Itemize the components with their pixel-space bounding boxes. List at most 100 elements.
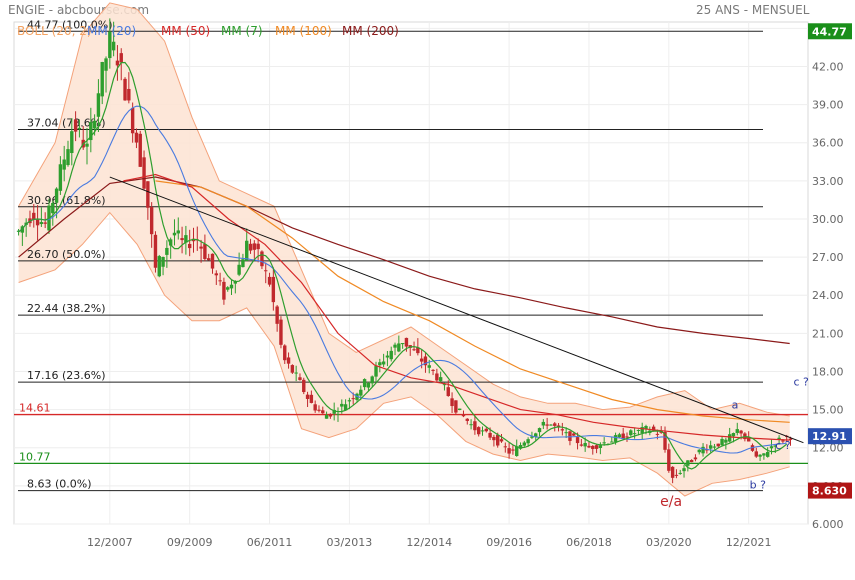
candle-down xyxy=(199,246,203,249)
candle-up xyxy=(727,434,732,442)
fibonacci-level-label: 17.16 (23.6%) xyxy=(27,369,106,382)
candle-up xyxy=(777,437,781,440)
candle-down xyxy=(203,244,207,259)
candle-down xyxy=(43,222,47,224)
candle-down xyxy=(351,398,355,400)
candle-up xyxy=(701,446,705,454)
candle-up xyxy=(359,389,363,396)
candle-down xyxy=(222,281,226,300)
y-tick-label: 24.00 xyxy=(812,289,844,302)
candle-down xyxy=(267,276,272,285)
candle-down xyxy=(556,425,561,427)
candle-up xyxy=(370,376,374,384)
candle-up xyxy=(583,442,587,447)
candle-up xyxy=(229,284,234,289)
candle-down xyxy=(275,306,279,324)
bollinger-lower-line xyxy=(18,211,790,497)
candle-up xyxy=(245,240,249,261)
candle-down xyxy=(313,404,317,411)
candle-down xyxy=(587,445,591,448)
candle-up xyxy=(720,438,724,446)
x-tick-label: 06/2018 xyxy=(566,536,612,549)
candle-up xyxy=(77,127,82,130)
candle-down xyxy=(507,448,511,454)
candle-down xyxy=(579,444,584,446)
candle-down xyxy=(667,449,671,471)
candle-up xyxy=(54,188,59,203)
fibonacci-level-label: 26.70 (50.0%) xyxy=(27,248,106,261)
candle-down xyxy=(146,181,150,208)
mm200-line xyxy=(18,176,790,345)
candle-down xyxy=(119,53,123,63)
mm100-line xyxy=(155,180,790,423)
candle-down xyxy=(625,436,629,438)
candle-up xyxy=(96,93,101,117)
candle-up xyxy=(735,429,739,433)
mm20-line xyxy=(18,105,787,454)
candle-up xyxy=(92,120,97,129)
candle-down xyxy=(283,345,287,361)
candle-down xyxy=(214,273,219,276)
candle-down xyxy=(591,445,595,450)
candle-down xyxy=(693,457,698,460)
candle-up xyxy=(769,446,774,449)
x-tick-label: 12/2014 xyxy=(406,536,452,549)
candle-down xyxy=(431,369,435,371)
y-tick-label: 21.00 xyxy=(812,327,844,340)
candle-down xyxy=(404,337,409,347)
candle-up xyxy=(381,361,386,365)
candle-down xyxy=(788,438,793,440)
candle-up xyxy=(111,41,116,51)
candle-down xyxy=(461,415,466,417)
candle-up xyxy=(241,259,245,268)
candle-up xyxy=(374,366,378,377)
candle-up xyxy=(108,31,112,59)
legend-entry: MM (50) xyxy=(161,24,210,38)
candle-down xyxy=(32,212,36,220)
candle-down xyxy=(484,428,488,432)
candle-up xyxy=(168,239,173,246)
candle-down xyxy=(454,400,458,413)
y-tick-label: 33.00 xyxy=(812,175,844,188)
candle-down xyxy=(739,430,743,434)
candle-up xyxy=(237,264,241,275)
x-tick-label: 09/2009 xyxy=(167,536,213,549)
fibonacci-level-label: 8.63 (0.0%) xyxy=(27,478,92,491)
candle-down xyxy=(138,133,142,167)
candle-down xyxy=(180,238,184,241)
candle-down xyxy=(271,276,276,303)
legend-entry: MM (20) xyxy=(87,24,136,38)
candle-down xyxy=(572,433,576,436)
bollinger-upper-line xyxy=(18,2,790,417)
candle-down xyxy=(435,373,439,381)
x-tick-label: 03/2020 xyxy=(646,536,692,549)
candle-down xyxy=(298,377,302,380)
y-tick-label: 12.00 xyxy=(812,442,844,455)
candle-down xyxy=(309,394,314,403)
candle-up xyxy=(632,433,637,435)
candle-up xyxy=(165,247,169,255)
candle-up xyxy=(518,445,523,449)
candle-up xyxy=(366,382,371,388)
candle-down xyxy=(134,132,139,143)
candle-down xyxy=(260,251,264,267)
candle-down xyxy=(328,413,333,417)
x-tick-label: 06/2011 xyxy=(247,536,293,549)
candle-up xyxy=(161,256,165,267)
candle-down xyxy=(754,451,758,457)
candle-down xyxy=(663,431,667,450)
candle-down xyxy=(651,426,656,431)
candle-up xyxy=(62,159,66,170)
candle-up xyxy=(469,424,473,426)
candle-down xyxy=(305,394,310,399)
candle-down xyxy=(476,427,481,435)
candle-down xyxy=(256,243,260,250)
candle-up xyxy=(378,362,382,366)
candle-up xyxy=(682,468,686,472)
candle-down xyxy=(130,107,135,134)
candle-up xyxy=(762,453,766,456)
candle-up xyxy=(340,403,344,407)
x-tick-label: 09/2016 xyxy=(486,536,532,549)
price-label-box xyxy=(808,482,852,499)
